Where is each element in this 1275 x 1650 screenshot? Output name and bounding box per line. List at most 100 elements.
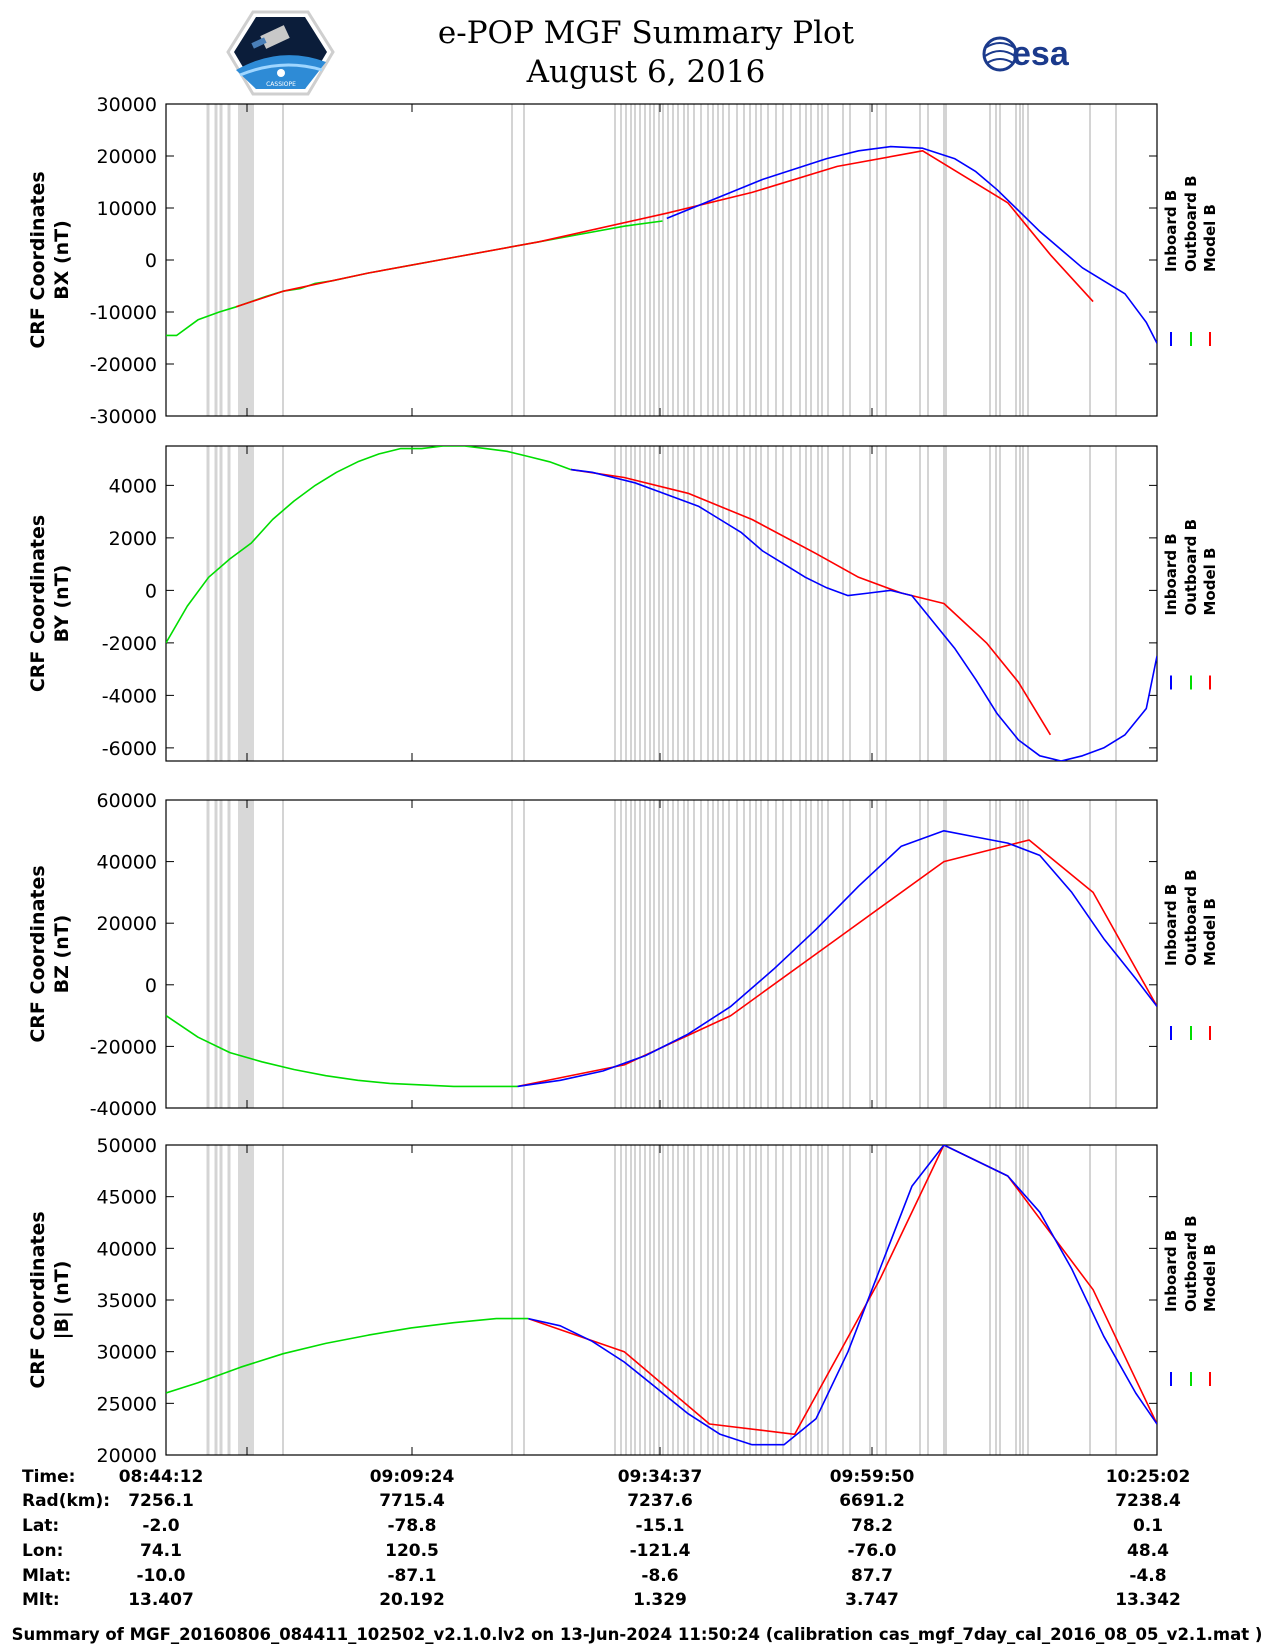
y-tick-label: -20000 xyxy=(90,1036,157,1058)
orbit-info-table: Time: Rad(km): Lat: Lon: Mlat: Mlt: 08:44:12 72… xyxy=(22,1467,1190,1610)
y-tick-label: 0 xyxy=(145,250,157,272)
y-axis-unit-label: BY (nT) xyxy=(51,565,73,643)
legend-label: Model B xyxy=(1201,204,1219,272)
axes-box xyxy=(165,1144,1158,1456)
y-tick-label: 0 xyxy=(145,580,157,602)
legend-label: Outboard B xyxy=(1182,519,1200,616)
orbit-cell: -4.8 xyxy=(1129,1566,1166,1586)
flag-bars xyxy=(206,104,1117,416)
panel-4: 20000 25000 30000 35000 40000 45000 50000 CRF C… xyxy=(27,1135,1219,1467)
y-tick-label: 30000 xyxy=(97,1342,157,1364)
y-tick-label: -30000 xyxy=(90,406,157,428)
y-tick-label: 50000 xyxy=(97,1135,157,1157)
y-tick-label: 40000 xyxy=(97,852,157,874)
orbit-cell: 48.4 xyxy=(1127,1541,1169,1561)
series-group xyxy=(166,145,1157,344)
orbit-cell: 20.192 xyxy=(379,1590,445,1610)
y-tick-label: 20000 xyxy=(97,913,157,935)
flag-bars xyxy=(206,1145,1117,1455)
y-tick-label: 35000 xyxy=(97,1290,157,1312)
esa-logo-text: esa xyxy=(1012,35,1070,73)
orbit-cell: 0.1 xyxy=(1133,1516,1163,1536)
orbit-cell: -121.4 xyxy=(630,1541,691,1561)
legend-label: Inboard B xyxy=(1162,884,1180,966)
orbit-cell: -15.1 xyxy=(636,1516,685,1536)
y-axis-label: CRF Coordinates xyxy=(27,1211,49,1388)
axes-box xyxy=(165,799,1158,1109)
orbit-cell: 13.342 xyxy=(1115,1590,1181,1610)
y-axis-label: CRF Coordinates xyxy=(27,515,49,692)
orbit-row-label: Mlt: xyxy=(22,1590,60,1610)
legend: Inboard B Outboard B Model B xyxy=(1162,1215,1219,1386)
series-line-outboard-b xyxy=(166,446,572,644)
series-line-model-b xyxy=(517,839,1157,1088)
y-tick-label: -10000 xyxy=(90,302,157,324)
y-tick-label: 0 xyxy=(145,975,157,997)
orbit-cell: 09:09:24 xyxy=(370,1467,455,1487)
legend-label: Model B xyxy=(1201,898,1219,966)
series-line-model-b xyxy=(528,1145,1157,1436)
orbit-cell: 09:34:37 xyxy=(618,1467,703,1487)
orbit-cell: -10.0 xyxy=(137,1566,186,1586)
orbit-cell: -76.0 xyxy=(848,1541,897,1561)
y-tick-label: 2000 xyxy=(109,528,157,550)
panel-3: -40000 -20000 0 20000 40000 60000 CRF Coordina… xyxy=(27,790,1219,1120)
series-group xyxy=(166,1145,1157,1446)
y-tick-label: 20000 xyxy=(97,1445,157,1467)
series-group xyxy=(166,446,1157,761)
orbit-cell: 87.7 xyxy=(851,1566,893,1586)
orbit-cell: -87.1 xyxy=(388,1566,437,1586)
orbit-cell: 7256.1 xyxy=(128,1491,194,1511)
flag-block xyxy=(238,446,254,761)
y-axis-unit-label: BX (nT) xyxy=(51,220,73,300)
flag-block xyxy=(238,1145,254,1455)
series-group xyxy=(166,830,1157,1088)
series-line-model-b xyxy=(570,468,1052,736)
plot-title: e-POP MGF Summary Plot xyxy=(438,15,855,51)
legend: Inboard B Outboard B Model B xyxy=(1162,519,1219,690)
series-line-inboard-b xyxy=(666,145,1157,344)
series-line-outboard-b xyxy=(166,1014,518,1088)
footer-summary: Summary of MGF_20160806_084411_102502_v2… xyxy=(12,1625,1263,1644)
series-line-inboard-b xyxy=(570,468,1157,761)
panel-2: -6000 -4000 -2000 0 2000 4000 CRF Coordinates B… xyxy=(27,445,1219,762)
orbit-cell: 3.747 xyxy=(845,1590,899,1610)
orbit-row-label: Mlat: xyxy=(22,1566,71,1586)
series-line-inboard-b xyxy=(528,1145,1157,1446)
orbit-cell: -2.0 xyxy=(142,1516,179,1536)
orbit-cell: 7715.4 xyxy=(379,1491,445,1511)
orbit-cell: 78.2 xyxy=(851,1516,893,1536)
orbit-cell: 120.5 xyxy=(385,1541,439,1561)
legend-label: Inboard B xyxy=(1162,1230,1180,1312)
orbit-row-label: Rad(km): xyxy=(22,1491,110,1511)
orbit-cell: 08:44:12 xyxy=(119,1467,204,1487)
cassiope-logo-text: CASSIOPE xyxy=(266,81,296,88)
orbit-cell: -78.8 xyxy=(388,1516,437,1536)
y-tick-label: -2000 xyxy=(102,633,157,655)
orbit-cell: 09:59:50 xyxy=(830,1467,915,1487)
orbit-cell: -8.6 xyxy=(641,1566,678,1586)
y-axis-unit-label: |B| (nT) xyxy=(51,1261,73,1340)
y-tick-label: 60000 xyxy=(97,790,157,812)
y-axis-label: CRF Coordinates xyxy=(27,171,49,348)
axes-box xyxy=(165,103,1158,417)
orbit-cell: 13.407 xyxy=(128,1590,194,1610)
orbit-cell: 7238.4 xyxy=(1115,1491,1181,1511)
y-tick-label: 25000 xyxy=(97,1393,157,1415)
cassiope-logo: CASSIOPE xyxy=(226,10,335,96)
legend-label: Outboard B xyxy=(1182,869,1200,966)
y-tick-label: -20000 xyxy=(90,354,157,376)
orbit-row-label: Time: xyxy=(22,1467,75,1487)
y-tick-label: 30000 xyxy=(97,94,157,116)
orbit-cell: 10:25:02 xyxy=(1106,1467,1191,1487)
y-tick-label: 40000 xyxy=(97,1238,157,1260)
y-tick-label: 45000 xyxy=(97,1187,157,1209)
flag-block xyxy=(238,800,254,1108)
legend-label: Outboard B xyxy=(1182,1215,1200,1312)
legend-label: Inboard B xyxy=(1162,190,1180,272)
y-tick-label: -6000 xyxy=(102,738,157,760)
esa-logo: esa xyxy=(982,35,1070,73)
y-tick-label: 20000 xyxy=(97,146,157,168)
flag-block xyxy=(238,104,254,416)
